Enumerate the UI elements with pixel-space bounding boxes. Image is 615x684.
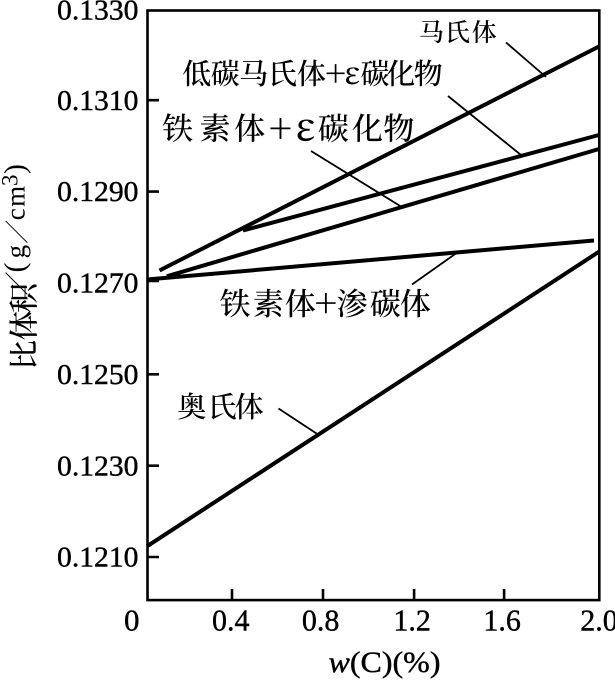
svg-text:0.1230: 0.1230 bbox=[57, 450, 139, 482]
svg-text:0.1270: 0.1270 bbox=[57, 268, 139, 300]
svg-text:0.1330: 0.1330 bbox=[57, 0, 139, 27]
svg-text:(gcm3): (gcm3) bbox=[0, 164, 32, 273]
svg-text:0: 0 bbox=[124, 602, 140, 637]
svg-text:0.1210: 0.1210 bbox=[57, 542, 139, 574]
svg-text:0.4: 0.4 bbox=[212, 602, 250, 637]
svg-text:w(C)(%): w(C)(%) bbox=[329, 646, 441, 679]
svg-text:1.6: 1.6 bbox=[483, 602, 521, 637]
svg-text:2.0: 2.0 bbox=[580, 602, 615, 637]
svg-text:1.2: 1.2 bbox=[393, 602, 431, 637]
svg-text:0.1290: 0.1290 bbox=[57, 176, 139, 208]
svg-text:0.8: 0.8 bbox=[302, 602, 340, 637]
svg-text:0.1250: 0.1250 bbox=[57, 359, 139, 391]
svg-text:0.1310: 0.1310 bbox=[57, 85, 139, 117]
